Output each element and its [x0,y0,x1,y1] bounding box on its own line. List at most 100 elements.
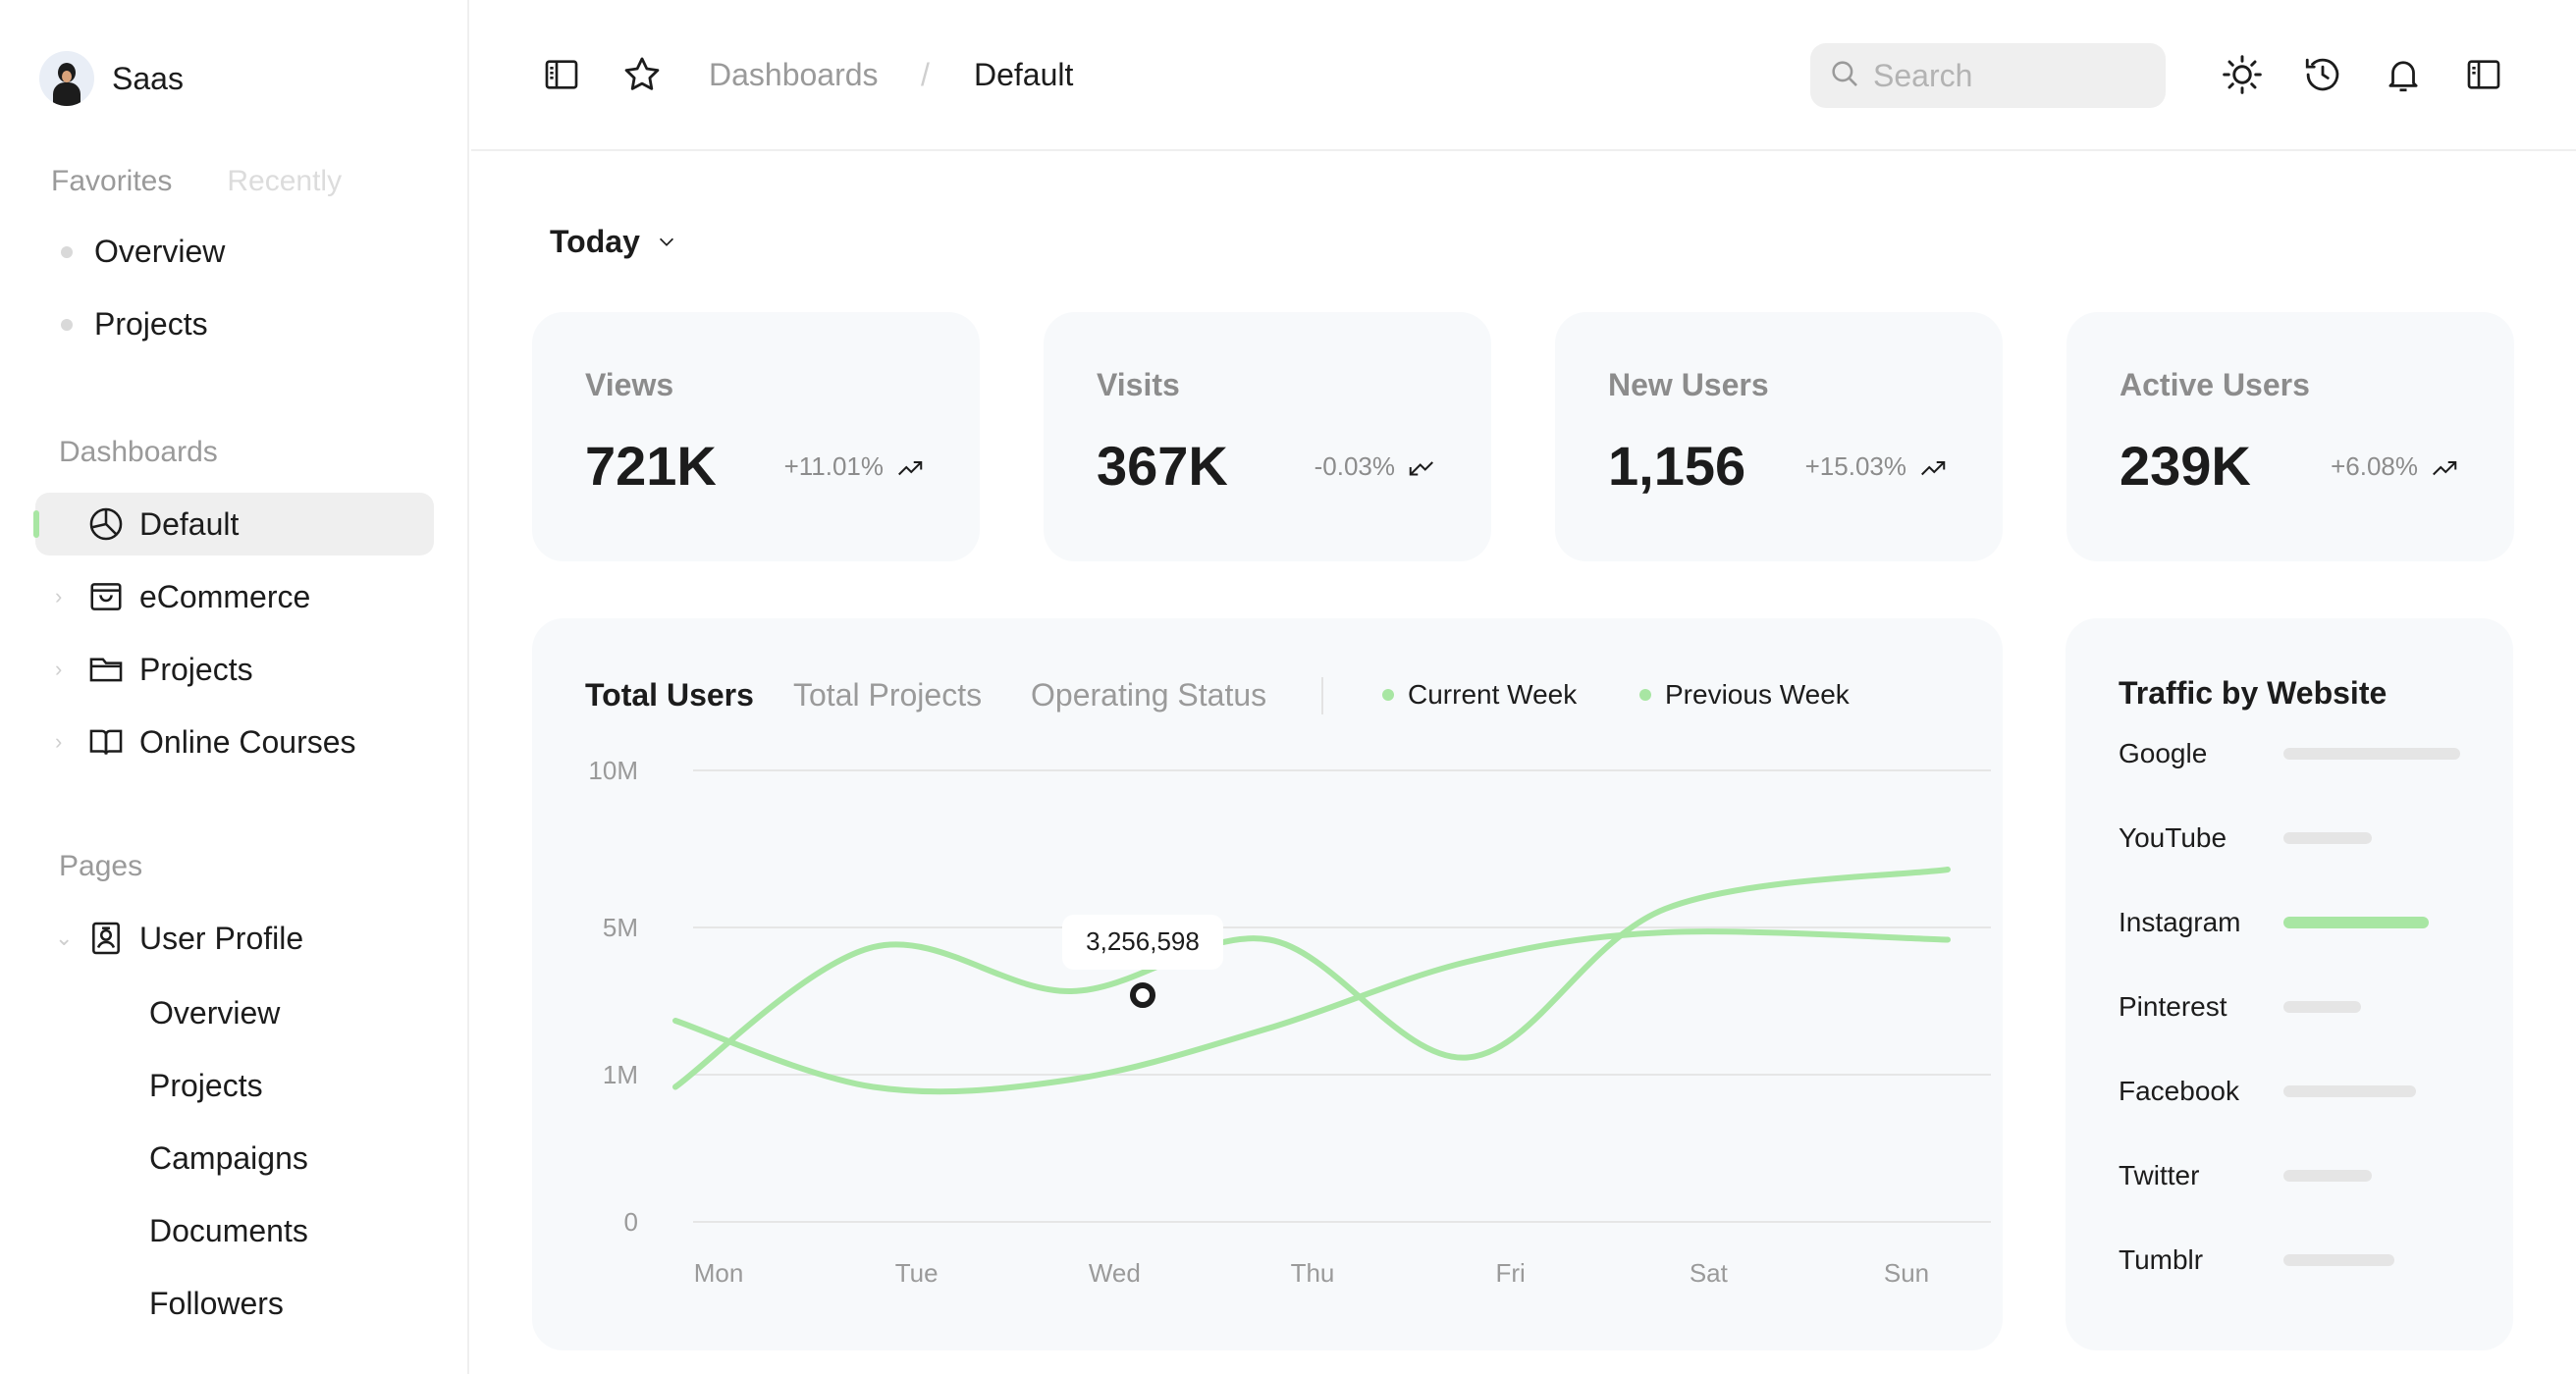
traffic-bar-fill [2283,748,2460,760]
tab-total-users[interactable]: Total Users [585,677,754,713]
traffic-site-name: Twitter [2119,1160,2200,1190]
bell-icon[interactable] [2382,53,2425,96]
traffic-bar-track [2283,748,2460,760]
traffic-bar-track [2283,917,2460,928]
stat-label: Visits [1097,367,1180,402]
traffic-bar-fill [2283,1170,2372,1182]
favorite-item-projects[interactable]: Projects [61,306,208,343]
traffic-row-google: Google [2119,734,2472,773]
chevron-right-icon[interactable]: › [55,729,63,754]
pie-chart-icon [86,504,126,544]
trend-down-icon [1409,460,1433,475]
brand-name: Saas [112,60,184,96]
date-range-dropdown[interactable]: Today [550,224,677,260]
sidebar-toggle-icon[interactable] [540,53,583,96]
chevron-right-icon[interactable]: › [55,584,63,608]
chevron-right-icon[interactable]: › [55,657,63,681]
sidebar-subitem-documents[interactable]: Documents [149,1213,308,1248]
folder-icon [86,650,126,689]
traffic-site-name: Pinterest [2119,991,2227,1022]
tab-divider [1321,677,1323,714]
avatar [39,51,94,106]
chevron-down-icon[interactable]: ⌄ [55,925,74,950]
traffic-bar-track [2283,1001,2460,1013]
legend-current-week[interactable]: Current Week [1382,679,1577,711]
stat-card-visits: Visits 367K -0.03% [1044,312,1491,561]
tab-favorites[interactable]: Favorites [51,165,173,197]
traffic-row-youtube: YouTube [2119,819,2472,858]
sidebar-subitem-projects[interactable]: Projects [149,1068,263,1103]
series-line-current-week [672,867,1951,1090]
history-icon[interactable] [2301,53,2344,96]
stat-value: 367K [1097,435,1228,497]
favorites-tabs: Favorites Recently [51,165,342,198]
stat-label: New Users [1608,367,1769,402]
breadcrumb-separator: / [921,57,930,92]
sun-icon[interactable] [2221,53,2264,96]
traffic-bar-fill [2283,917,2429,928]
search-input[interactable] [1873,57,2148,94]
favorite-label: Overview [94,234,226,269]
tooltip-label: 3,256,598 [1086,926,1200,956]
sidebar-subitem-overview[interactable]: Overview [149,995,281,1030]
x-tick-label: Fri [1496,1258,1526,1288]
legend-previous-week[interactable]: Previous Week [1639,679,1850,711]
stat-change: +15.03% [1805,451,1948,482]
traffic-bar-track [2283,1085,2460,1097]
tooltip-point [1130,982,1155,1008]
sidebar-subitem-followers[interactable]: Followers [149,1286,284,1321]
sidebar-item-default[interactable]: Default [33,493,434,555]
search-box[interactable] [1810,43,2166,108]
trend-up-icon [898,460,923,475]
y-tick-label: 10M [588,756,638,785]
favorite-item-overview[interactable]: Overview [61,234,225,270]
identification-badge-icon [86,919,126,958]
favorite-label: Projects [94,306,208,342]
sidebar-item-online-courses[interactable]: › Online Courses [35,711,434,773]
traffic-site-name: Instagram [2119,907,2241,937]
traffic-site-name: Facebook [2119,1076,2239,1106]
star-icon[interactable] [620,53,664,96]
x-tick-label: Sat [1690,1258,1729,1288]
trend-up-icon [2433,460,2457,475]
breadcrumb-dashboards[interactable]: Dashboards [709,57,879,92]
section-label-pages: Pages [59,850,143,882]
tab-recently[interactable]: Recently [227,165,343,197]
traffic-bar-fill [2283,1001,2362,1013]
stat-card-new-users: New Users 1,156 +15.03% [1555,312,2003,561]
tab-total-projects[interactable]: Total Projects [793,677,983,713]
brand[interactable]: Saas [39,51,184,106]
shopping-bag-icon [86,577,126,616]
sidebar-item-projects[interactable]: › Projects [35,638,434,701]
sidebar-item-ecommerce[interactable]: › eCommerce [35,565,434,628]
line-chart: 10M 5M 1M 0 Mon Tue Wed Thu Fri Sat Sun 3,256,598 [588,756,1991,1288]
traffic-bar-fill [2283,832,2372,844]
sidebar-subitem-campaigns[interactable]: Campaigns [149,1140,308,1176]
stat-label: Views [585,367,674,402]
sidebar: Saas Favorites Recently Overview Project… [0,0,469,1374]
bullet-dot [61,318,73,331]
traffic-site-name: YouTube [2119,822,2227,853]
stat-value: 239K [2120,435,2251,497]
stat-label: Active Users [2120,367,2310,402]
traffic-site-name: Google [2119,738,2208,768]
search-icon [1828,57,1861,95]
traffic-row-facebook: Facebook [2119,1072,2472,1111]
stat-value: 1,156 [1608,435,1746,497]
y-tick-label: 5M [603,913,638,942]
panel-right-icon[interactable] [2462,53,2505,96]
sidebar-item-user-profile[interactable]: ⌄ User Profile [35,907,434,970]
sidebar-item-label: Projects [139,651,253,687]
stat-card-views: Views 721K +11.01% [532,312,980,561]
book-open-icon [86,722,126,762]
stat-change: +11.01% [784,451,925,482]
top-header: Dashboards / Default [471,0,2576,151]
legend-dot [1382,689,1394,701]
date-range-label: Today [550,224,640,259]
series-line-previous-week [672,928,1951,1095]
traffic-bar-fill [2283,1085,2416,1097]
tab-operating-status[interactable]: Operating Status [1031,677,1267,713]
stat-change: +6.08% [2331,451,2459,482]
traffic-bar-track [2283,832,2460,844]
section-label-dashboards: Dashboards [59,436,218,468]
